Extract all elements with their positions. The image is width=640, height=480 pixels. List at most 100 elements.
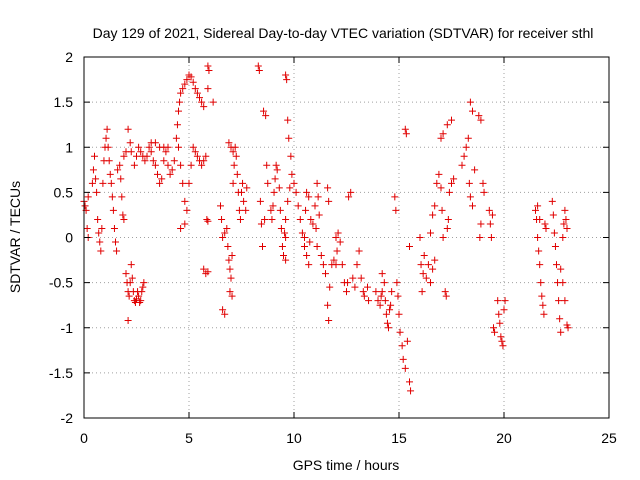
data-point [465, 179, 473, 187]
data-point [259, 243, 266, 251]
data-point [255, 67, 263, 75]
data-point [181, 197, 189, 205]
data-point [499, 342, 507, 350]
data-point [278, 243, 286, 251]
data-point [287, 152, 295, 160]
data-point [118, 193, 126, 201]
data-point [126, 279, 134, 287]
data-point [191, 148, 199, 156]
data-point [345, 193, 353, 201]
data-point [357, 274, 365, 282]
data-points [80, 62, 572, 395]
data-point [377, 292, 385, 300]
data-point [93, 188, 101, 196]
data-point [185, 179, 193, 187]
data-point [286, 184, 294, 192]
data-point [221, 310, 229, 318]
data-point [219, 234, 227, 241]
data-point [282, 71, 290, 79]
data-point [243, 184, 251, 192]
data-point [555, 297, 563, 305]
data-point [164, 161, 172, 169]
data-point [382, 310, 390, 318]
data-point [403, 337, 411, 345]
data-point [261, 215, 269, 223]
y-tick-label: -1.5 [49, 365, 73, 381]
data-point [548, 197, 556, 205]
data-point [98, 224, 106, 232]
data-point [364, 283, 371, 291]
data-point [431, 202, 439, 210]
data-point [450, 175, 458, 183]
data-point [196, 94, 203, 102]
data-point [127, 148, 135, 156]
data-point [394, 292, 402, 300]
y-tick-label: 1.5 [54, 94, 74, 110]
data-point [128, 274, 136, 282]
data-point [81, 202, 89, 210]
data-point [536, 215, 544, 223]
data-point [282, 234, 290, 241]
data-point [204, 268, 212, 276]
data-point [427, 279, 434, 287]
data-point [458, 161, 466, 169]
data-point [324, 301, 332, 309]
data-point [480, 188, 488, 196]
data-point [464, 134, 472, 142]
data-point [110, 224, 118, 232]
data-point [209, 98, 217, 106]
data-point [313, 243, 321, 251]
data-point [223, 224, 231, 232]
data-point [137, 297, 145, 305]
data-point [534, 234, 542, 241]
data-point [124, 317, 132, 325]
data-point [240, 197, 248, 205]
data-point [298, 229, 306, 237]
data-point [292, 188, 300, 196]
data-point [344, 279, 352, 287]
data-point [160, 143, 168, 151]
data-point [406, 243, 413, 251]
data-point [429, 211, 437, 219]
data-point [540, 310, 548, 318]
data-point [332, 234, 340, 241]
data-point [170, 157, 178, 165]
data-point [398, 342, 406, 350]
data-point [496, 319, 504, 327]
data-point [393, 279, 401, 287]
data-point [135, 143, 143, 151]
data-point [267, 206, 275, 214]
data-point [172, 134, 180, 142]
data-point [351, 283, 359, 291]
data-point [315, 211, 323, 219]
data-point [401, 125, 409, 133]
data-point [285, 134, 293, 142]
y-axis-label: SDTVAR / TECUs [7, 181, 23, 293]
data-point [126, 139, 134, 147]
data-point [106, 170, 114, 178]
data-point [202, 152, 210, 160]
data-point [494, 297, 502, 305]
data-point [139, 283, 147, 291]
data-point [560, 220, 568, 228]
data-point [99, 179, 107, 187]
data-point [333, 247, 341, 255]
data-point [562, 215, 570, 223]
grid [84, 57, 609, 418]
data-point [406, 378, 413, 386]
data-point [200, 103, 208, 111]
data-point [95, 229, 103, 237]
data-point [149, 157, 157, 165]
data-point [469, 202, 476, 210]
data-point [193, 89, 201, 97]
data-point [378, 288, 386, 296]
data-point [282, 256, 290, 264]
data-point [471, 166, 479, 174]
data-point [500, 306, 508, 314]
data-point [200, 157, 208, 165]
data-point [104, 143, 112, 151]
data-point [317, 252, 325, 260]
data-point [227, 274, 235, 282]
data-point [189, 143, 197, 151]
data-point [347, 188, 355, 196]
